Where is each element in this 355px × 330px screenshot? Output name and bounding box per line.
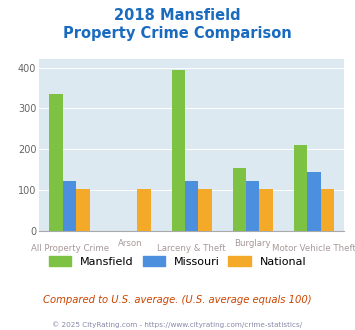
Text: Larceny & Theft: Larceny & Theft [157,244,226,253]
Bar [171,70,185,231]
Text: 2018 Mansfield: 2018 Mansfield [114,8,241,23]
Bar [76,189,90,231]
Bar [307,172,321,231]
Bar [294,145,307,231]
Bar [198,189,212,231]
Legend: Mansfield, Missouri, National: Mansfield, Missouri, National [49,256,306,267]
Bar [233,169,246,231]
Bar [321,189,334,231]
Text: © 2025 CityRating.com - https://www.cityrating.com/crime-statistics/: © 2025 CityRating.com - https://www.city… [53,322,302,328]
Text: Property Crime Comparison: Property Crime Comparison [63,26,292,41]
Bar [137,189,151,231]
Text: Arson: Arson [118,239,143,248]
Bar [185,181,198,231]
Bar [260,189,273,231]
Bar [246,181,260,231]
Text: All Property Crime: All Property Crime [31,244,109,253]
Text: Compared to U.S. average. (U.S. average equals 100): Compared to U.S. average. (U.S. average … [43,295,312,305]
Text: Burglary: Burglary [234,239,271,248]
Text: Motor Vehicle Theft: Motor Vehicle Theft [272,244,355,253]
Bar [49,94,63,231]
Bar [63,181,76,231]
